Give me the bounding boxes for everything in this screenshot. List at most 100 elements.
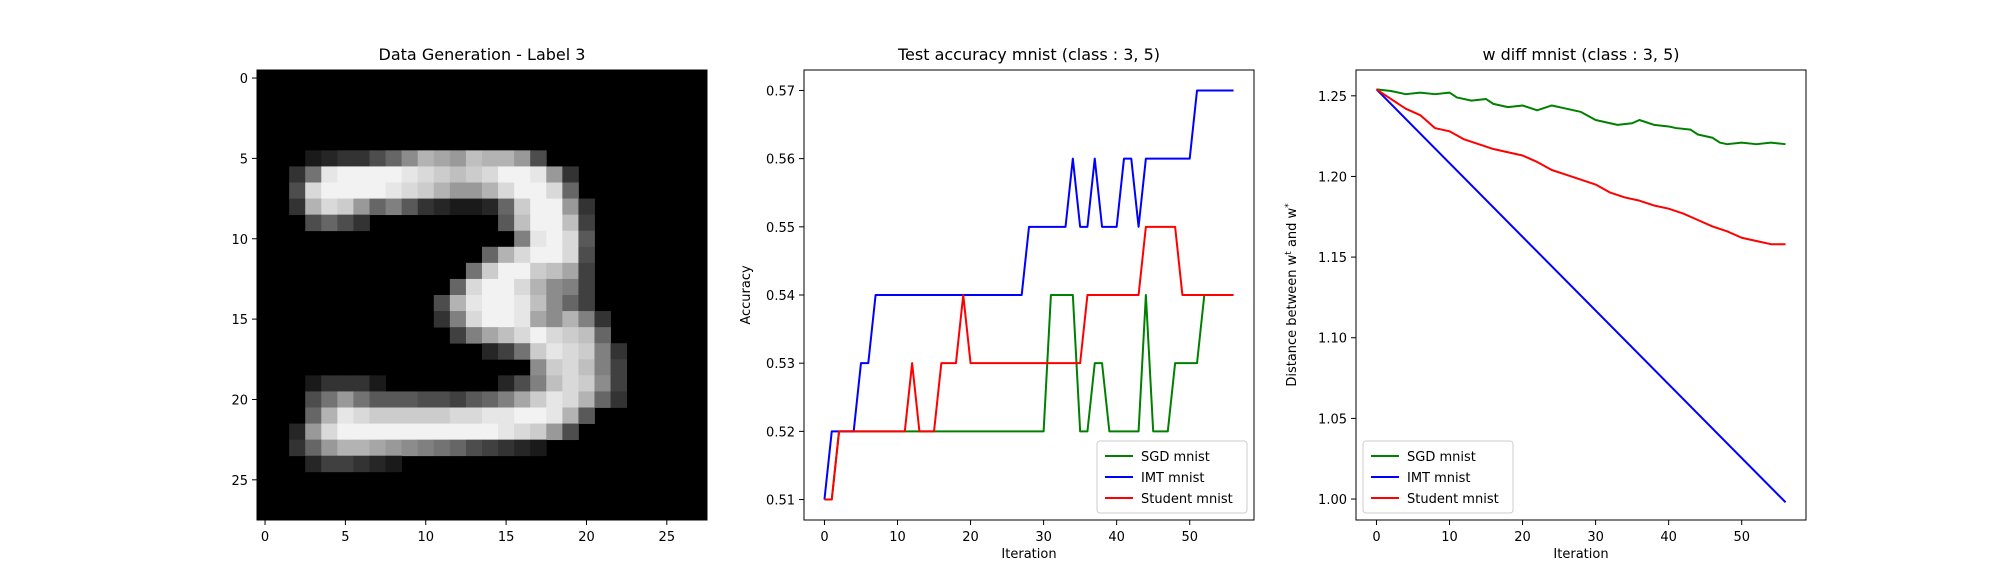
heatmap-cell [530,343,547,360]
heatmap-cell [465,423,483,441]
heatmap-cell [337,439,354,457]
heatmap-cell [369,150,386,167]
heatmap-cell [449,150,467,167]
heatmap-cell [594,327,611,344]
y-tick-label: 25 [231,474,248,489]
heatmap-cell [433,295,451,312]
heatmap-cell [514,262,531,280]
heatmap-cell [465,439,483,457]
heatmap-cell [465,311,483,328]
heatmap-cell [369,439,386,457]
heatmap-cell [289,423,306,441]
x-tick-label: 0 [820,530,828,545]
heatmap-cell [514,327,531,344]
heatmap-cell [433,198,451,216]
heatmap-cell [305,375,322,392]
heatmap-cell [578,278,595,296]
legend-label: IMT mnist [1141,471,1205,486]
heatmap-cell [514,182,531,199]
heatmap-cell [546,327,563,344]
y-tick-label: 0 [240,72,248,87]
heatmap-cell [562,375,579,392]
heatmap-cell [546,230,563,248]
heatmap-cell [530,439,547,457]
heatmap-cell [482,278,499,296]
y-tick-label: 20 [231,393,248,408]
heatmap-cell [353,439,370,457]
accuracy-x-axis: 0 10 20 30 40 50 [820,520,1198,545]
heatmap-cell [562,246,579,264]
heatmap-cell [305,407,322,424]
heatmap-cell [498,150,515,167]
heatmap-cell [321,182,338,199]
heatmap-cell [514,391,531,408]
heatmap-cell [546,295,563,312]
accuracy-plot-area [823,89,1234,501]
x-tick-label: 5 [341,530,349,545]
y-tick-label: 0.54 [766,289,795,304]
heatmap-cell [498,375,515,392]
heatmap-cell [498,166,515,183]
heatmap-cell [353,391,370,408]
heatmap-cell [482,295,499,312]
y-tick-label: 1.15 [1318,251,1347,266]
x-tick-label: 40 [1660,530,1677,545]
heatmap-cell [433,311,451,328]
heatmap-cell [498,327,515,344]
heatmap-cell [514,439,531,457]
heatmap-cell [401,166,419,183]
heatmap-cell [482,198,499,216]
heatmap-cell [417,439,435,457]
x-tick-label: 0 [261,530,269,545]
heatmap-cell [578,198,595,216]
heatmap-cell [482,150,499,167]
heatmap-cell [530,311,547,328]
wdiff-plot-area [1375,88,1787,503]
y-tick-label: 15 [231,313,248,328]
heatmap-cell [321,150,338,167]
heatmap-cell [578,295,595,312]
heatmap-cell [594,311,611,328]
heatmap-cell [498,343,515,360]
heatmap-cell [482,262,499,280]
y-tick-label: 0.55 [766,221,795,236]
heatmap-cell [578,391,595,408]
heatmap-cell [530,150,547,167]
heatmap-cell [321,375,338,392]
heatmap-cell [514,295,531,312]
heatmap-cell [562,198,579,216]
heatmap-cell [530,295,547,312]
heatmap-cell [498,214,515,232]
heatmap-cell [578,327,595,344]
y-tick-label: 0.56 [766,153,795,168]
heatmap-cell [482,343,499,360]
heatmap-cell [353,214,370,232]
heatmap-cell [369,391,386,408]
heatmap-cell [530,198,547,216]
heatmap-cell [305,439,322,457]
heatmap-cell [562,214,579,232]
heatmap-cell [401,423,419,441]
heatmap-cell [482,439,499,457]
heatmap-cell [546,262,563,280]
heatmap-cell [594,375,611,392]
x-tick-label: 10 [889,530,906,545]
wdiff-y-axis: 1.00 1.05 1.10 1.15 1.20 1.25 [1318,90,1356,508]
accuracy-legend: SGD mnist IMT mnist Student mnist [1096,440,1248,514]
heatmap-cell [369,375,386,392]
heatmap-cell [321,407,338,424]
x-tick-label: 20 [578,530,595,545]
heatmap-cell [401,182,419,199]
x-tick-label: 40 [1108,530,1125,545]
heatmap-cell [514,407,531,424]
x-tick-label: 30 [1587,530,1604,545]
heatmap-cell [610,375,628,392]
heatmap-cell [385,150,403,167]
x-tick-label: 20 [1514,530,1531,545]
heatmap-cell [321,166,338,183]
heatmap-cell [289,439,306,457]
heatmap-cell [514,375,531,392]
accuracy-x-axis-label: Iteration [1001,547,1056,562]
wdiff-panel: w diff mnist (class : 3, 5) 0 10 20 30 40 50 … [1284,45,1807,562]
heatmap-cell [305,214,322,232]
